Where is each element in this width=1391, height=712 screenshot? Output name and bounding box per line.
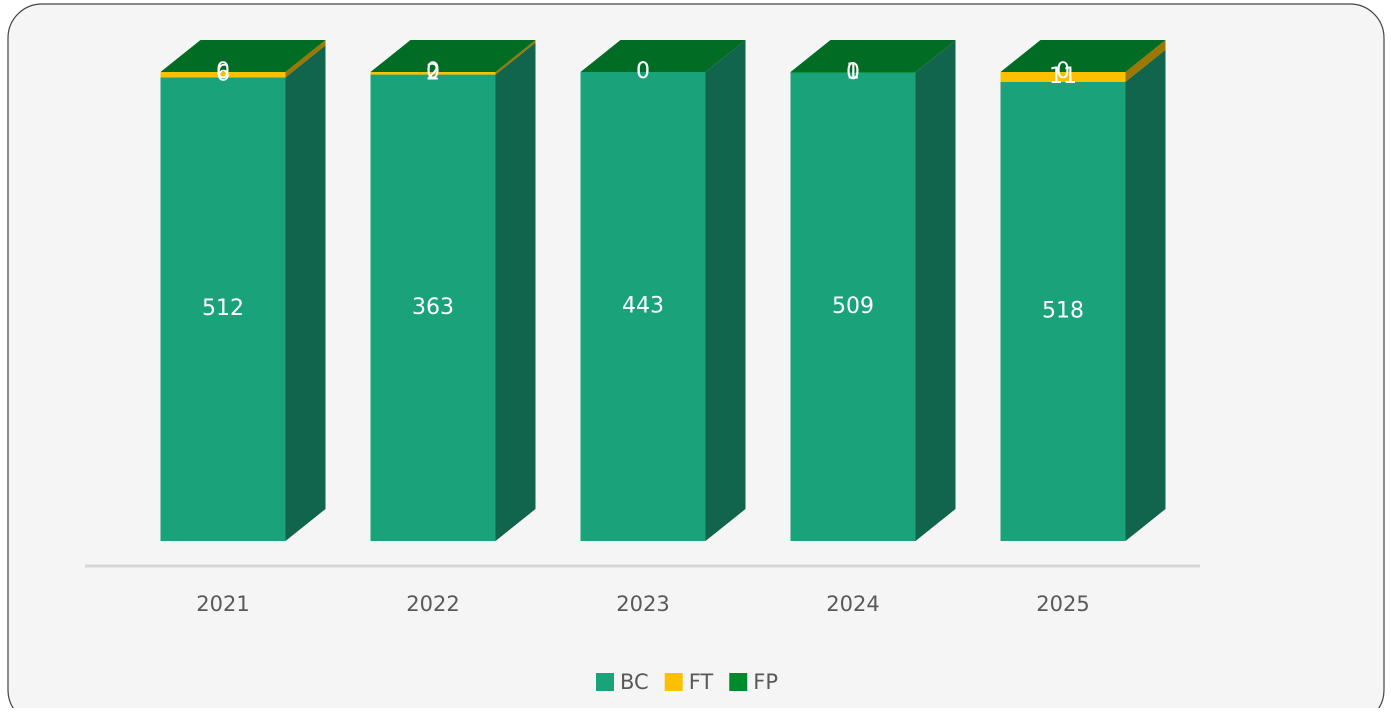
bar-side <box>495 40 536 75</box>
bar-side <box>1125 49 1166 542</box>
bar-top <box>160 40 326 72</box>
data-label: 0 <box>1056 59 1070 84</box>
bar-segment <box>790 72 916 541</box>
data-label: 0 <box>216 59 230 84</box>
bar-side <box>1125 40 1166 82</box>
data-label: 363 <box>412 295 454 320</box>
data-label: 518 <box>1042 298 1084 323</box>
data-label: 512 <box>202 296 244 321</box>
bar-side <box>915 40 956 73</box>
data-label: 0 <box>636 59 650 84</box>
legend-label: FT <box>689 670 714 694</box>
bar-side <box>1125 40 1166 72</box>
data-label: 1 <box>846 59 860 84</box>
data-label: 0 <box>636 59 650 84</box>
bar-top <box>580 40 746 72</box>
data-label: 0 <box>846 60 860 85</box>
legend-label: FP <box>753 670 778 694</box>
bar-segment <box>370 72 496 75</box>
bar-side <box>705 40 746 72</box>
legend-label: BC <box>620 670 649 694</box>
bar-side <box>915 40 956 541</box>
data-label: 443 <box>622 294 664 319</box>
data-label: 6 <box>216 62 230 87</box>
bar-side <box>285 40 326 72</box>
data-label: 2 <box>426 60 440 85</box>
x-tick-label: 2024 <box>826 592 879 616</box>
bar-segment <box>790 72 916 73</box>
data-label: 0 <box>426 59 440 84</box>
bar-side <box>285 45 326 541</box>
x-tick-label: 2025 <box>1036 592 1089 616</box>
bar-side <box>705 40 746 541</box>
bar-segment <box>370 74 496 542</box>
bar-side <box>495 42 536 542</box>
x-tick-label: 2021 <box>196 592 249 616</box>
bar-segment <box>160 77 286 541</box>
legend-swatch <box>596 673 614 691</box>
bar-side <box>285 40 326 78</box>
legend-swatch <box>664 673 683 691</box>
bar-top <box>790 40 956 72</box>
bar-segment <box>160 72 286 78</box>
bar-top <box>370 40 536 72</box>
data-label: 509 <box>832 294 874 319</box>
legend-swatch <box>729 673 748 691</box>
bar-side <box>495 40 536 72</box>
bar-top <box>1000 40 1166 72</box>
data-label: 11 <box>1049 64 1077 89</box>
bar-segment <box>1000 72 1126 82</box>
x-tick-label: 2022 <box>406 592 459 616</box>
bar-segment <box>1000 81 1126 541</box>
x-tick-label: 2023 <box>616 592 669 616</box>
bar-segment <box>580 72 706 541</box>
